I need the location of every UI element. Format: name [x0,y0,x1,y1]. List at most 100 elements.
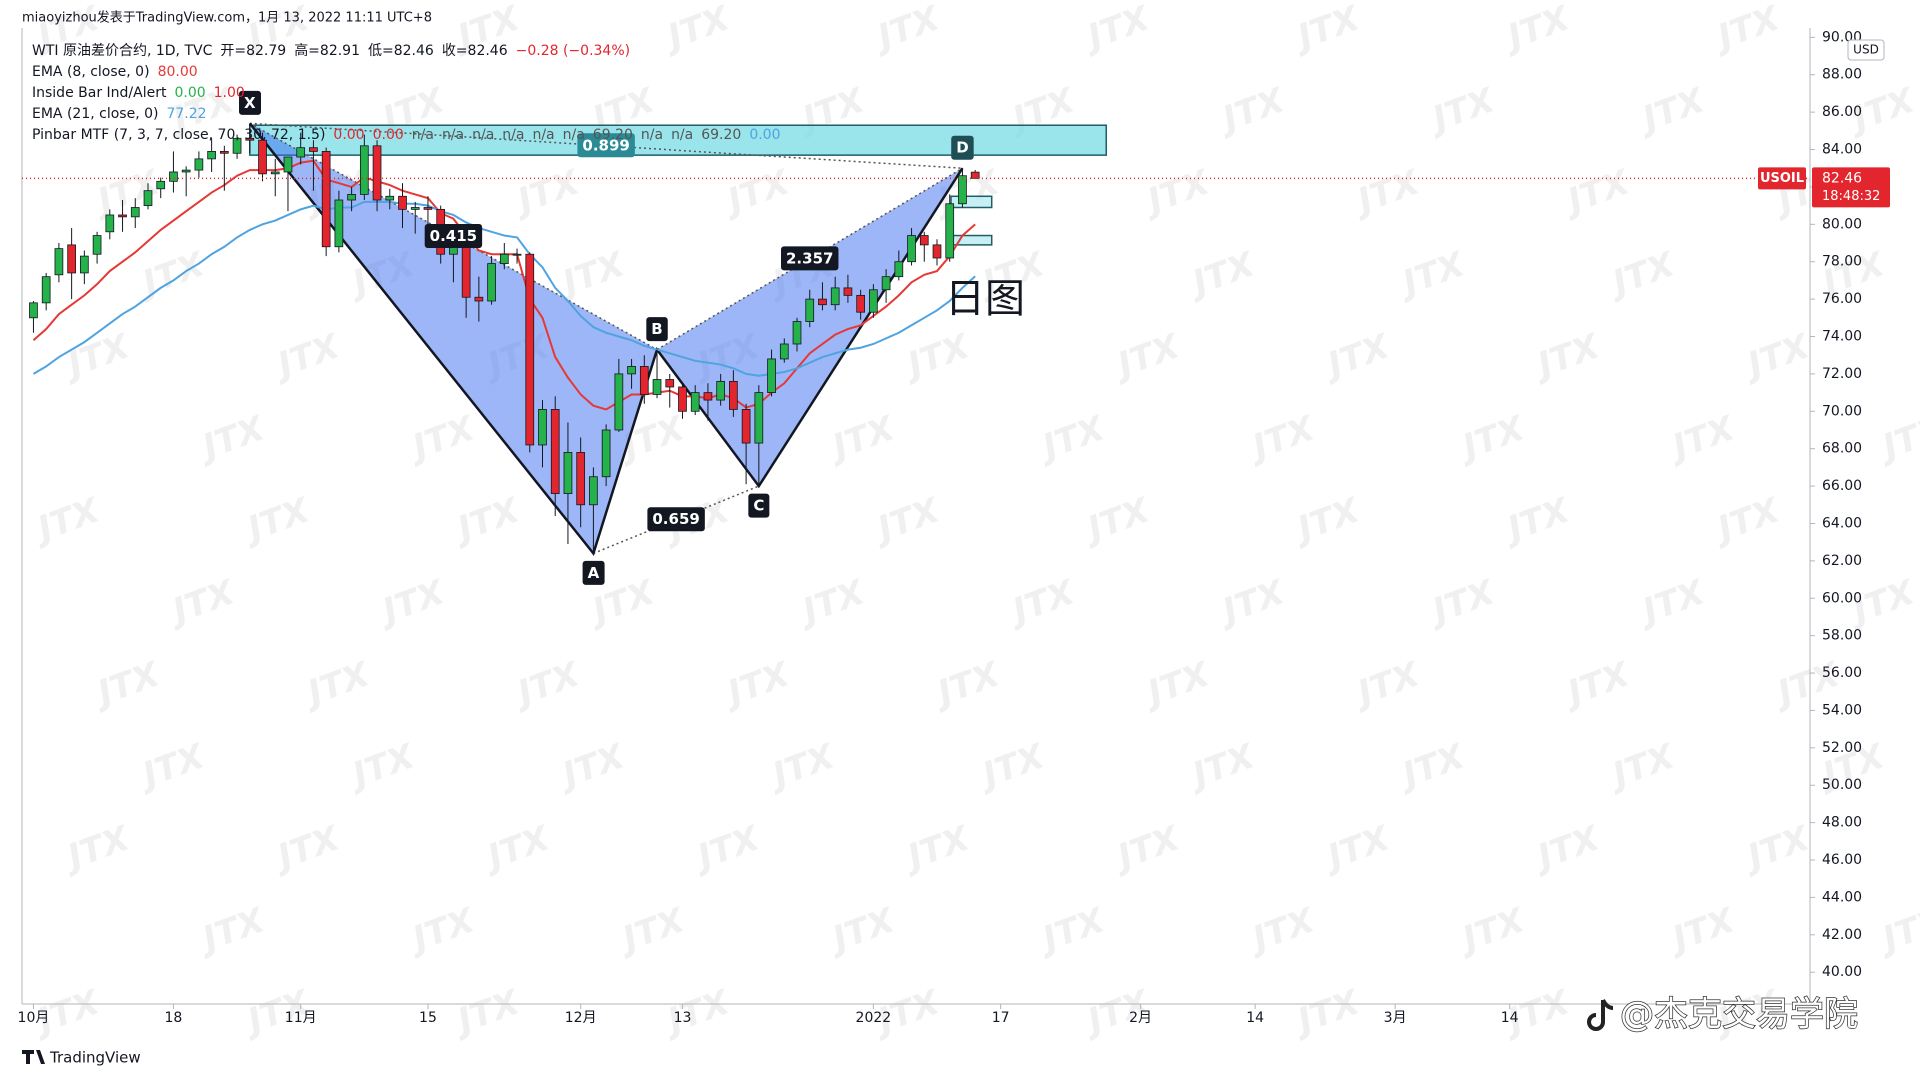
pattern-ratio-group: 0.415 [424,223,483,248]
watermark: JTX [267,818,346,879]
plot-area: 40.00 42.00 44.00 46.00 48.00 50.00 52.00 54.00… [18,28,1890,1026]
candle-body [627,366,636,375]
candle-body [932,244,942,259]
legend-line: Pinbar MTF (7, 3, 7, close, 70, 30, 72, … [32,127,781,143]
watermark: JTX [1212,80,1291,141]
candle-body [907,235,916,263]
candle-body [143,190,153,207]
watermark: JTX [1632,572,1711,633]
watermark: JTX [1662,900,1741,961]
watermark: JTX [237,490,316,551]
watermark: JTX [927,654,1006,715]
x-tick-label: 14 [1501,1010,1519,1026]
candle-body [118,214,127,218]
legend-series-value: 80.00 [158,64,198,80]
watermark: JTX [57,326,136,387]
y-tick-label: 86.00 [1822,104,1862,120]
candle-body [881,276,891,291]
legend-indicator-value: n/a [563,127,585,143]
last-price: 82.46 [1822,170,1862,186]
legend-indicator-value: n/a [532,127,554,143]
candle-body [830,287,840,306]
watermark: JTX [1452,408,1531,469]
candle-body [92,235,102,255]
y-tick-label: 56.00 [1822,665,1862,681]
y-tick-label: 88.00 [1822,67,1862,83]
watermark: JTX [1737,818,1816,879]
candle-body [945,203,955,259]
watermark: JTX [1182,736,1261,797]
x-tick-label: 2022 [856,1010,892,1026]
currency-box [1847,39,1885,61]
candle-body [219,151,229,154]
y-tick-label: 48.00 [1822,815,1862,831]
candle-body [321,151,331,248]
candle-body [309,147,318,152]
candle-body [296,147,306,158]
legend-quote: 开=82.79 [220,43,286,59]
legend-indicator-name: Pinbar MTF (7, 3, 7, close, 70, 30, 72, … [32,127,325,143]
legend-indicator-value: 69.20 [593,127,633,143]
y-tick-label: 54.00 [1822,702,1862,718]
pattern-point-label-group: D [951,135,974,160]
legend-indicator-value: n/a [442,127,464,143]
candle-body [767,358,776,393]
candle-body [919,235,929,246]
candle-body [856,294,865,313]
candle-body [67,244,76,274]
pattern-dotted-line [656,167,963,351]
watermark: JTX [1287,982,1366,1043]
watermark: JTX [972,736,1051,797]
legend-quote: 低=82.46 [368,43,434,59]
y-tick-label: 70.00 [1822,403,1862,419]
countdown: 18:48:32 [1822,189,1880,204]
candle-body [525,253,535,446]
candle-body [54,248,64,276]
pattern-ratio: 0.899 [582,136,629,154]
watermark: JTX [27,490,106,551]
legend-line: EMA (21, close, 0) 77.22 [32,106,207,122]
legend-quote: −0.28 (−0.34%) [516,43,630,59]
watermark: JTX [1557,654,1636,715]
credit: @杰克交易学院 [1620,995,1858,1035]
watermark: JTX [132,736,211,797]
candle-body [156,180,166,190]
watermark: JTX [1347,654,1426,715]
pattern-ratio-box [647,507,705,532]
legend-indicator-value: 0.00 [373,127,404,143]
watermark: JTX [1422,80,1501,141]
legend-indicator-name: Inside Bar Ind/Alert [32,85,167,101]
watermark: JTX [192,900,271,961]
candle-body [130,207,140,218]
watermark: JTX [192,408,271,469]
pattern-point-label: A [588,564,600,582]
watermark: JTX [1032,408,1111,469]
watermark: JTX [1002,572,1081,633]
watermark: JTX [897,818,976,879]
symbol-box [1758,167,1806,190]
candle-body [678,386,687,412]
candle-body [716,380,726,401]
candle-body [169,171,178,182]
watermark: JTX [1392,244,1471,305]
y-tick-label: 50.00 [1822,777,1862,793]
watermark: JTX [1602,244,1681,305]
candle-body [372,145,382,201]
watermark: JTX [717,654,796,715]
watermark: JTX [717,162,796,223]
candle-body [805,298,815,322]
watermark: JTX [1662,408,1741,469]
watermark: JTX [1137,162,1216,223]
watermark: JTX [267,326,346,387]
pattern-point-label-group: C [748,493,770,518]
pattern-dotted-line [249,122,963,169]
watermark: JTX [132,244,211,305]
candle-body [779,343,789,360]
candle-body [410,207,420,210]
legend: WTI 原油差价合约, 1D, TVC 开=82.79 高=82.91 低=82.46… [32,42,781,143]
legend-line: WTI 原油差价合约, 1D, TVC 开=82.79 高=82.91 低=82.46… [32,42,630,59]
watermark: JTX [552,736,631,797]
x-tick-label: 12月 [565,1010,597,1026]
candle-body [41,276,51,304]
